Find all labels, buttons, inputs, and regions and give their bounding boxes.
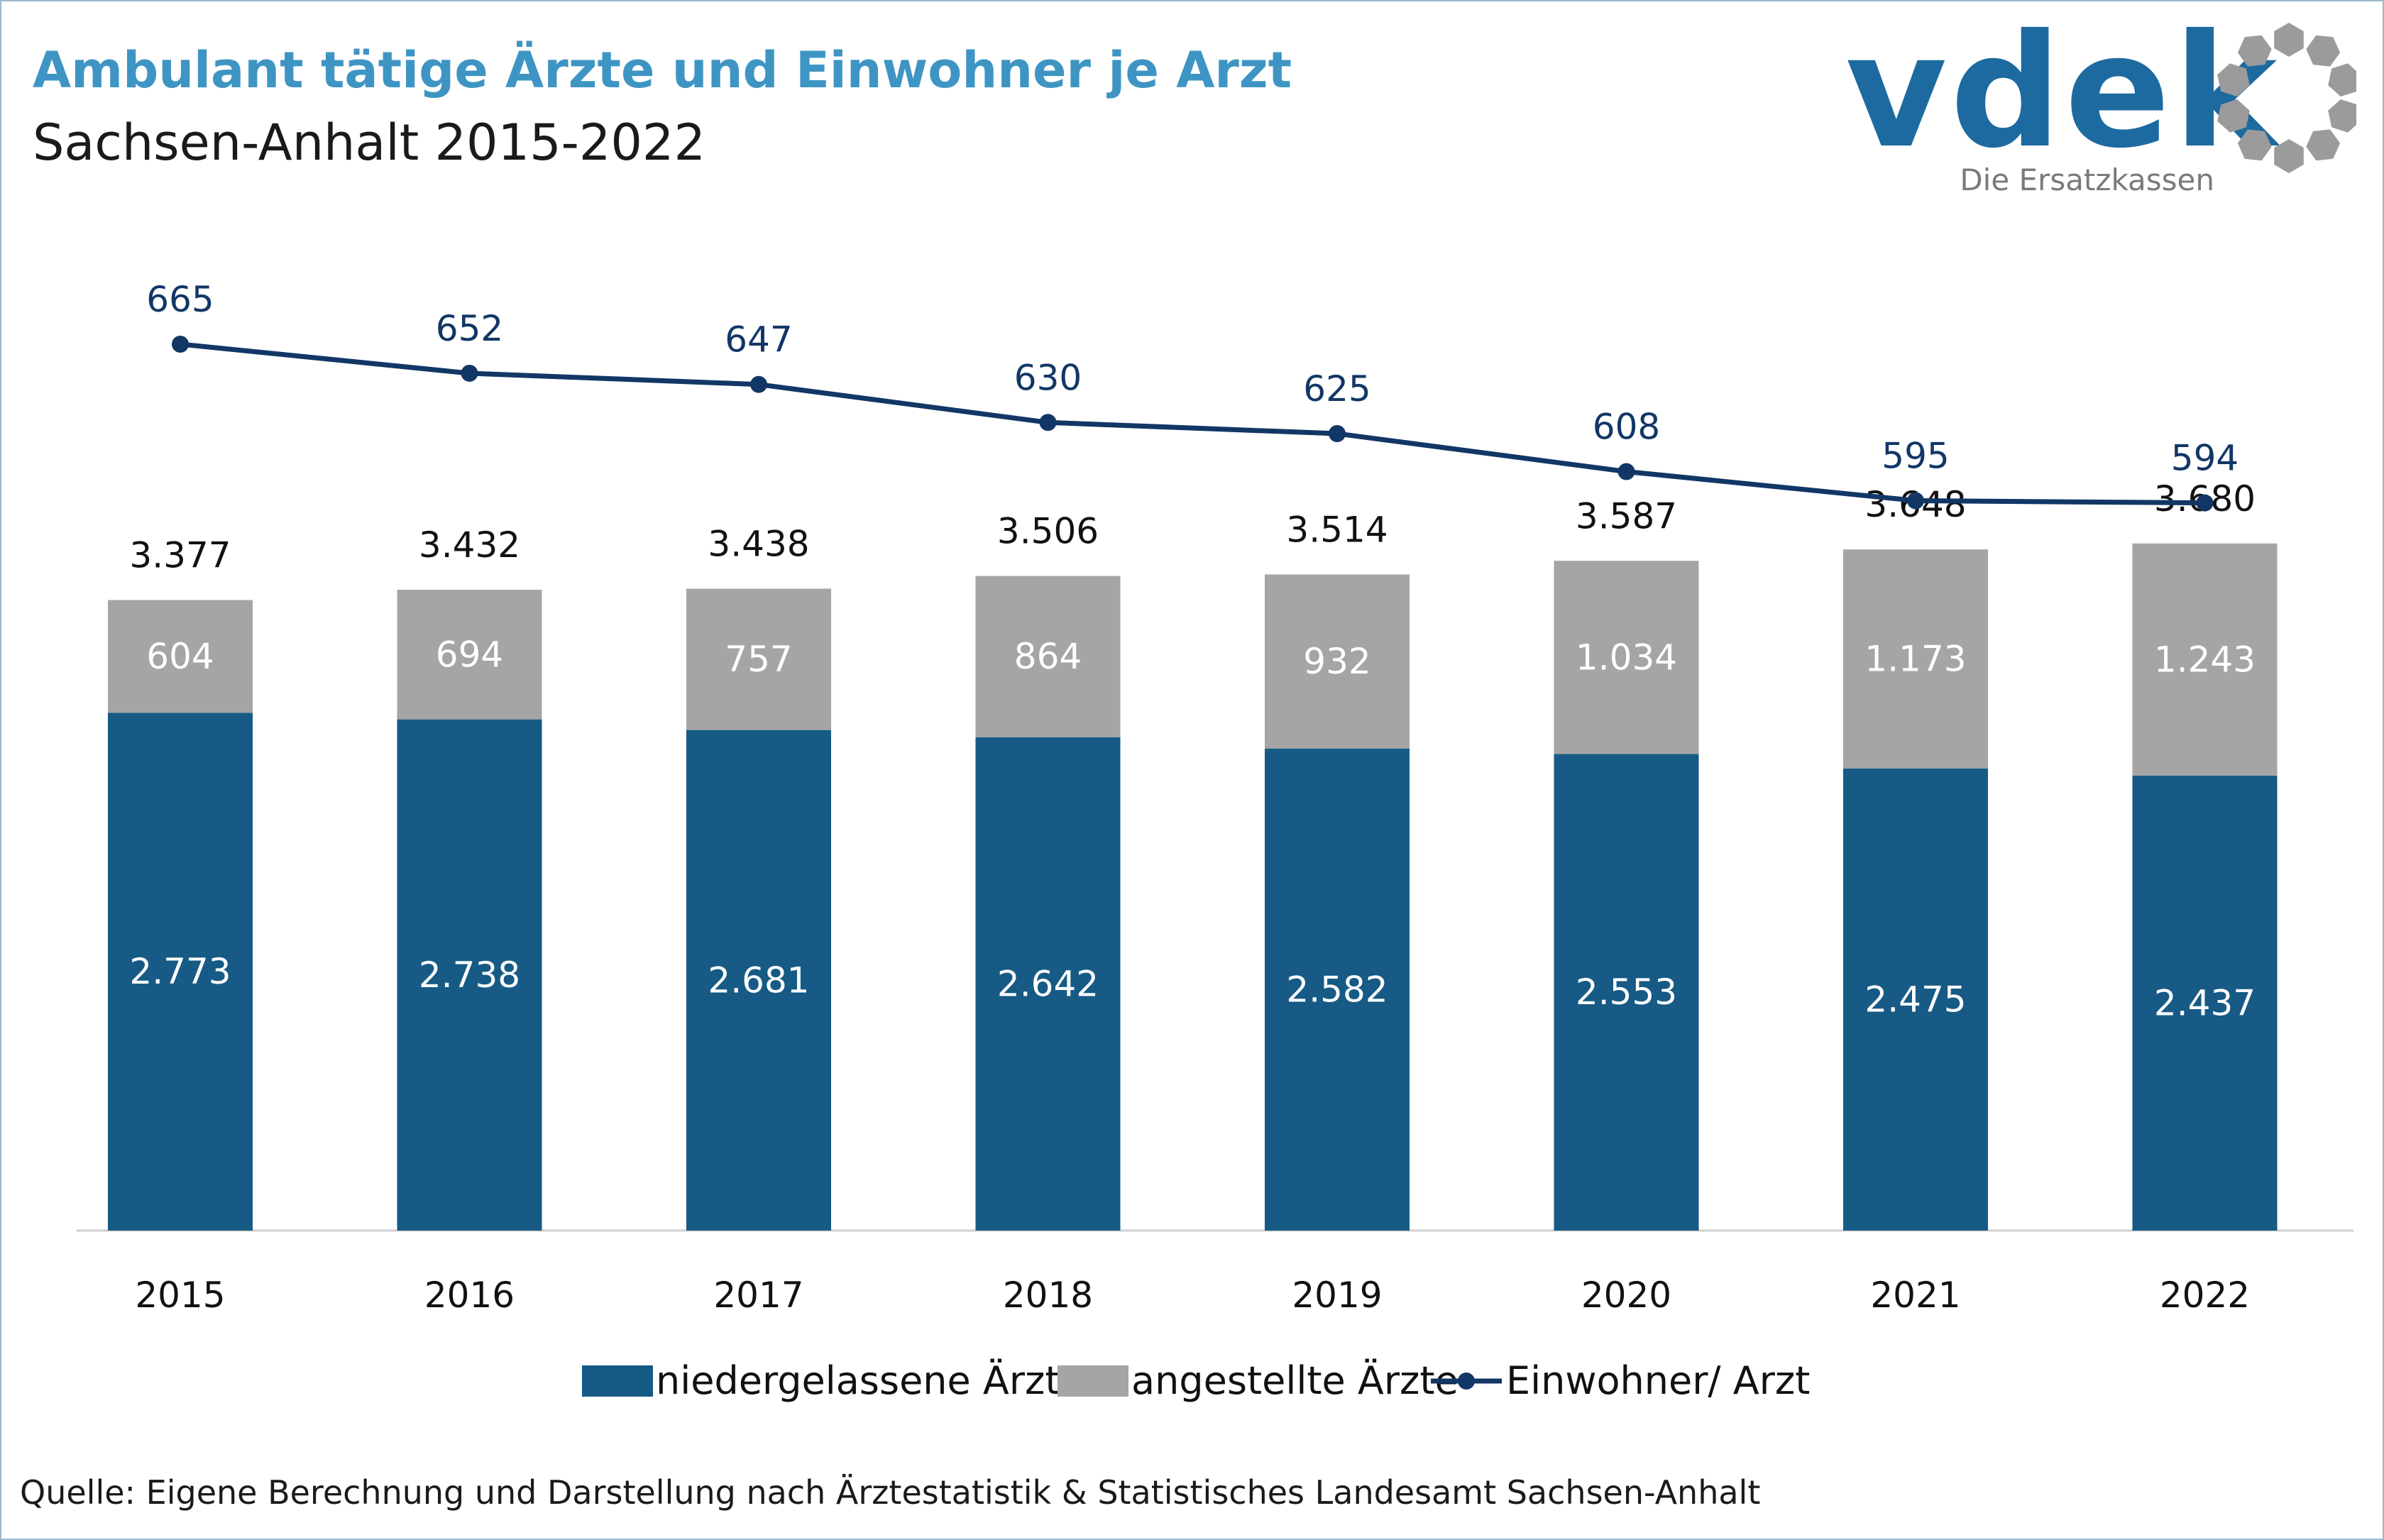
bar-niedergelassen-2020 [1554,754,1699,1231]
legend-swatch-line-marker [1458,1373,1475,1390]
line-label-2021: 595 [1882,436,1949,477]
line-label-2016: 652 [436,308,503,349]
line-point-2018 [1039,414,1057,431]
bar-label-angestellt-2016: 694 [436,634,503,675]
bar-angestellt-2020 [1554,561,1699,754]
bar-angestellt-2017 [686,588,831,730]
logo-tagline: Die Ersatzkassen [1960,163,2214,197]
line-label-2015: 665 [146,279,214,320]
line-point-2021 [1907,492,1924,510]
legend-label-niedergelassen: niedergelassene Ärzte [656,1358,1084,1403]
bar-label-niedergelassen-2021: 2.475 [1864,979,1966,1020]
x-tick-label-2017: 2017 [713,1275,803,1316]
bar-label-angestellt-2022: 1.243 [2154,639,2256,680]
line-label-2020: 608 [1593,407,1660,448]
legend-swatch-niedergelassen [582,1365,653,1397]
x-tick-label-2015: 2015 [135,1275,225,1316]
logo-ring-segment [2217,63,2250,97]
x-tick-label-2018: 2018 [1003,1275,1093,1316]
x-tick-group: 2015 2016 2017 2018 2019 2020 2021 2022 [135,1275,2250,1316]
bar-angestellt-2022 [2132,543,2278,776]
logo-wordmark: vdek [1845,21,2280,182]
line-label-2022: 594 [2171,438,2239,479]
bar-niedergelassen-2015 [108,713,253,1231]
logo-ring-segment [2328,99,2356,133]
bar-label-angestellt-2021: 1.173 [1864,639,1966,680]
chart-title: Ambulant tätige Ärzte und Einwohner je A… [33,41,1292,99]
logo-ring-segment [2306,35,2341,67]
bar-niedergelassen-2018 [975,737,1121,1231]
logo-ring-segment [2217,99,2250,133]
legend-swatch-angestellt [1058,1365,1128,1397]
bar-niedergelassen-2017 [686,730,831,1231]
x-tick-label-2020: 2020 [1581,1275,1671,1316]
legend-label-angestellt: angestellte Ärzte [1131,1358,1459,1403]
line-point-2020 [1617,463,1635,480]
bar-label-niedergelassen-2022: 2.437 [2154,982,2256,1023]
source-note: Quelle: Eigene Berechnung und Darstellun… [20,1473,1761,1512]
line-point-2015 [172,336,189,353]
line-series-group: 665 652 647 630 625 608 595 594 [146,279,2239,512]
bar-niedergelassen-2022 [2132,775,2278,1231]
bar-angestellt-2016 [397,590,542,720]
line-point-2022 [2196,494,2214,512]
logo-ring-segment [2274,139,2304,173]
bar-label-niedergelassen-2018: 2.642 [997,963,1099,1004]
bar-label-niedergelassen-2019: 2.582 [1286,969,1388,1010]
vdek-logo: vdek Die Ersatzkassen [1845,21,2356,197]
line-point-2017 [750,375,767,393]
bar-label-angestellt-2020: 1.034 [1576,637,1677,678]
total-label-2016: 3.432 [419,524,520,566]
line-point-2019 [1329,425,1346,442]
line-point-2016 [461,364,478,382]
x-tick-label-2019: 2019 [1292,1275,1382,1316]
logo-ring-segment [2237,129,2272,161]
logo-ring-segment [2306,129,2341,161]
chart-subtitle: Sachsen-Anhalt 2015-2022 [33,114,706,172]
bar-group [108,543,2278,1231]
bar-label-niedergelassen-2017: 2.681 [708,959,809,1001]
bar-label-niedergelassen-2015: 2.773 [129,951,231,992]
total-label-2019: 3.514 [1286,509,1388,550]
x-tick-label-2021: 2021 [1870,1275,1960,1316]
legend-label-line: Einwohner/ Arzt [1506,1358,1810,1403]
x-tick-label-2022: 2022 [2160,1275,2250,1316]
bar-angestellt-2018 [975,576,1121,737]
bar-label-angestellt-2018: 864 [1014,636,1082,677]
total-label-2017: 3.438 [708,523,809,564]
bar-niedergelassen-2016 [397,719,542,1231]
bar-label-angestellt-2019: 932 [1303,641,1370,682]
logo-ring-segment [2328,63,2356,97]
legend: niedergelassene Ärzte angestellte Ärzte Ei… [582,1358,1810,1403]
line-label-2018: 630 [1014,357,1082,398]
line-label-2019: 625 [1303,368,1370,409]
total-label-2020: 3.587 [1576,495,1677,537]
bar-label-niedergelassen-2016: 2.738 [419,955,520,996]
total-label-2018: 3.506 [997,511,1099,552]
logo-ring-segment [2237,35,2272,67]
total-label-2015: 3.377 [129,535,231,576]
vdek-ring-icon [2217,23,2356,173]
x-tick-label-2016: 2016 [424,1275,515,1316]
bar-niedergelassen-2019 [1265,748,1410,1231]
bar-label-angestellt-2015: 604 [146,636,214,677]
bar-niedergelassen-2021 [1843,768,1988,1231]
bar-label-angestellt-2017: 757 [725,639,792,680]
bar-angestellt-2015 [108,600,253,713]
line-einwohner-je-arzt [180,341,2205,506]
bar-angestellt-2019 [1265,574,1410,749]
bar-angestellt-2021 [1843,549,1988,769]
bar-label-niedergelassen-2020: 2.553 [1576,972,1677,1013]
line-label-2017: 647 [725,319,792,361]
logo-ring-segment [2274,23,2304,57]
